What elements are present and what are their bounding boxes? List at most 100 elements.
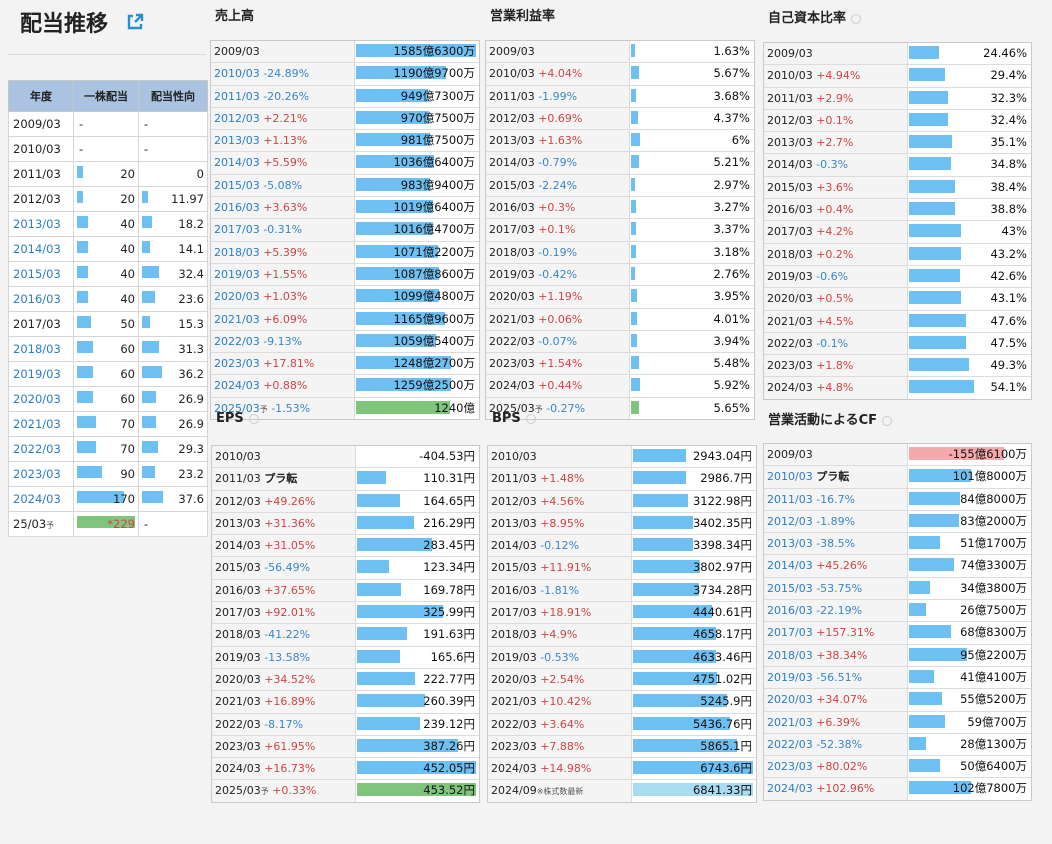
- row-label[interactable]: 2010/03 プラ転: [764, 466, 908, 488]
- value-text: 4.37%: [713, 110, 750, 125]
- value-text: 32.3%: [990, 90, 1027, 105]
- year-label: 2013/03: [489, 134, 535, 148]
- change-rate: +0.1%: [538, 223, 576, 237]
- row-label[interactable]: 2016/03 -22.19%: [764, 600, 908, 622]
- payout-value: 0: [196, 167, 204, 181]
- dividend-year: 2012/03: [8, 186, 74, 212]
- dividend-year[interactable]: 2024/03: [8, 486, 74, 512]
- dividend-per-share: 20: [73, 161, 139, 187]
- value-cell: 43%: [907, 221, 1031, 242]
- table-row: 2025/03予 -1.53% 1240億: [211, 397, 479, 420]
- dividend-year[interactable]: 2016/03: [8, 286, 74, 312]
- row-label[interactable]: 2013/03 -38.5%: [764, 533, 908, 555]
- info-icon[interactable]: [882, 415, 893, 426]
- year-label: 2018/03: [767, 247, 813, 261]
- table-row: 2011/03 -1.99% 3.68%: [486, 85, 754, 108]
- year-label: 2009/03: [13, 117, 61, 131]
- value-cell: 68億8300万: [907, 622, 1031, 643]
- row-label[interactable]: 2021/03 +6.09%: [211, 308, 355, 330]
- year-label: 2012/03: [489, 111, 535, 125]
- sales-panel: 2009/03 1585億6300万 2010/03 -24.89% 1190億970…: [210, 40, 480, 421]
- row-label[interactable]: 2016/03 +3.63%: [211, 197, 355, 219]
- dividend-year[interactable]: 2019/03: [8, 361, 74, 387]
- panel-title-text: 売上高: [215, 9, 255, 24]
- value-bar: [357, 605, 443, 619]
- change-rate: +5.39%: [263, 245, 308, 259]
- value-text: 49.3%: [990, 358, 1027, 373]
- row-label[interactable]: 2011/03 -16.7%: [764, 488, 908, 510]
- row-label: 2012/03 +4.56%: [488, 490, 632, 512]
- value-text: 222.77円: [423, 671, 475, 686]
- value-cell: 260.39円: [355, 691, 479, 712]
- year-label: 2019/03: [214, 267, 260, 281]
- value-text: 1259億2500万: [393, 378, 475, 393]
- change-rate: +4.56%: [540, 494, 585, 508]
- external-link-icon[interactable]: [125, 12, 145, 32]
- dividend-year[interactable]: 2015/03: [8, 261, 74, 287]
- table-row: 2022/03 -0.07% 3.94%: [486, 330, 754, 354]
- table-row: 2017/03 +157.31% 68億8300万: [764, 622, 1031, 645]
- row-label[interactable]: 2019/03 +1.55%: [211, 263, 355, 286]
- row-label[interactable]: 2022/03 -52.38%: [764, 733, 908, 756]
- dividend-year[interactable]: 2020/03: [8, 386, 74, 412]
- row-label[interactable]: 2020/03 +34.07%: [764, 689, 908, 711]
- year-label: 2020/03: [214, 290, 260, 304]
- row-label[interactable]: 2023/03 +17.81%: [211, 353, 355, 375]
- value-bar: [909, 46, 939, 59]
- dividend-year[interactable]: 2023/03: [8, 461, 74, 487]
- row-label[interactable]: 2017/03 +157.31%: [764, 622, 908, 644]
- panel-title-text: 営業利益率: [490, 9, 556, 24]
- year-label: 2009/03: [767, 448, 813, 461]
- row-label[interactable]: 2025/03予 -1.53%: [211, 397, 355, 420]
- dividend-year[interactable]: 2022/03: [8, 436, 74, 462]
- info-icon[interactable]: [525, 413, 536, 424]
- dividend-value: 60: [120, 342, 135, 356]
- dividend-year[interactable]: 2014/03: [8, 236, 74, 262]
- row-label[interactable]: 2024/03 +102.96%: [764, 778, 908, 800]
- row-label[interactable]: 2012/03 -1.89%: [764, 510, 908, 533]
- value-cell: 5436.76円: [631, 714, 756, 735]
- row-label[interactable]: 2020/03 +1.03%: [211, 286, 355, 308]
- value-bar: [633, 627, 716, 641]
- row-label[interactable]: 2023/03 +80.02%: [764, 756, 908, 778]
- row-label[interactable]: 2022/03 -9.13%: [211, 330, 355, 353]
- row-label[interactable]: 2014/03 +5.59%: [211, 152, 355, 174]
- row-label[interactable]: 2015/03 -5.08%: [211, 174, 355, 197]
- row-label[interactable]: 2018/03 +5.39%: [211, 241, 355, 263]
- table-row: 2021/03 +16.89% 260.39円: [212, 691, 479, 714]
- dividend-year[interactable]: 2013/03: [8, 211, 74, 237]
- table-row: 2009/03 24.46%: [764, 43, 1031, 66]
- change-rate: +49.26%: [264, 494, 316, 508]
- row-label[interactable]: 2012/03 +2.21%: [211, 107, 355, 130]
- row-label[interactable]: 2018/03 +38.34%: [764, 644, 908, 666]
- table-row: 2016/03 +3.63% 1019億6400万: [211, 197, 479, 220]
- row-label[interactable]: 2010/03 -24.89%: [211, 63, 355, 85]
- year-label: 2024/03: [215, 762, 261, 776]
- year-label: 2023/03: [214, 357, 260, 371]
- row-label[interactable]: 2017/03 -0.31%: [211, 219, 355, 241]
- payout-value: 18.2: [178, 217, 204, 231]
- info-icon[interactable]: [851, 13, 862, 24]
- row-label[interactable]: 2014/03 +45.26%: [764, 555, 908, 577]
- row-label[interactable]: 2011/03 -20.26%: [211, 85, 355, 107]
- change-rate: -38.5%: [816, 537, 856, 551]
- info-icon[interactable]: [248, 413, 259, 424]
- row-label: 2010/03 +4.04%: [486, 63, 630, 85]
- dividend-year[interactable]: 2018/03: [8, 336, 74, 362]
- table-row: 2021/03 +0.06% 4.01%: [486, 308, 754, 331]
- row-label[interactable]: 2019/03 -56.51%: [764, 666, 908, 689]
- row-label[interactable]: 2013/03 +1.13%: [211, 130, 355, 152]
- row-label[interactable]: 2024/03 +0.88%: [211, 375, 355, 397]
- page-title: 配当推移: [20, 12, 109, 37]
- value-cell: 43.2%: [907, 244, 1031, 265]
- change-rate: +4.8%: [816, 381, 854, 395]
- row-label[interactable]: 2015/03 -53.75%: [764, 577, 908, 600]
- year-label: 2017/03: [767, 225, 813, 239]
- value-cell: 1259億2500万: [354, 375, 479, 396]
- value-text: 3.27%: [713, 200, 750, 215]
- table-row: 2019/03 60 36.2: [8, 361, 208, 387]
- year-label: 2012/03: [215, 494, 261, 508]
- row-label[interactable]: 2021/03 +6.39%: [764, 711, 908, 733]
- dividend-year[interactable]: 2021/03: [8, 411, 74, 437]
- value-text: 5.67%: [713, 66, 750, 81]
